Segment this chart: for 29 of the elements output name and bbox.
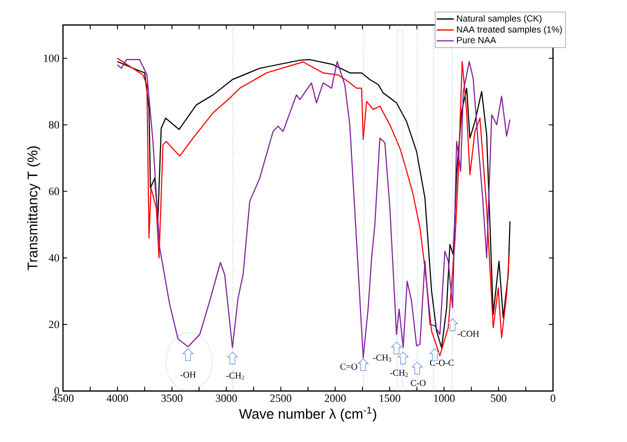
annotation: -CH$_{2}$ (226, 372, 244, 380)
annotation: -OH (180, 372, 196, 378)
x-axis-title: Wave number λ (cm$^{-1}$) (239, 406, 376, 422)
x-tick-label: 4000 (106, 394, 128, 402)
x-tick-label: 1000 (434, 394, 455, 402)
legend-label: NAA treated samples (1%) (457, 26, 562, 34)
x-tick-label: 1500 (380, 394, 400, 402)
x-tick-label: 500 (490, 394, 506, 402)
legend-label: Pure NAA (457, 36, 496, 44)
annotation: -CH$_{2}$ (390, 370, 408, 377)
annotation: -COH (458, 330, 479, 337)
y-tick-label: 40 (48, 254, 60, 262)
y-tick-label: 100 (44, 54, 60, 62)
annotation: -CH$_{3}$ (373, 354, 392, 362)
legend-label: Natural samples (CK) (457, 15, 542, 24)
y-tick-label: 20 (49, 320, 60, 328)
x-tick-label: 3000 (216, 394, 237, 402)
x-tick-label: 0 (550, 394, 556, 402)
x-tick-label: 4500 (52, 394, 74, 402)
y-tick-label: 60 (48, 188, 60, 196)
annotation: C-O-C (430, 360, 454, 366)
x-tick-label: 3500 (161, 394, 182, 402)
annotation: C=O (340, 364, 358, 370)
annotation: C-O (410, 380, 426, 386)
y-tick-label: 0 (54, 387, 60, 395)
x-tick-label: 2500 (270, 394, 292, 402)
y-axis-title: Transmittancy T (%) (27, 146, 40, 270)
x-tick-label: 2000 (324, 394, 346, 402)
y-tick-label: 80 (48, 121, 60, 129)
